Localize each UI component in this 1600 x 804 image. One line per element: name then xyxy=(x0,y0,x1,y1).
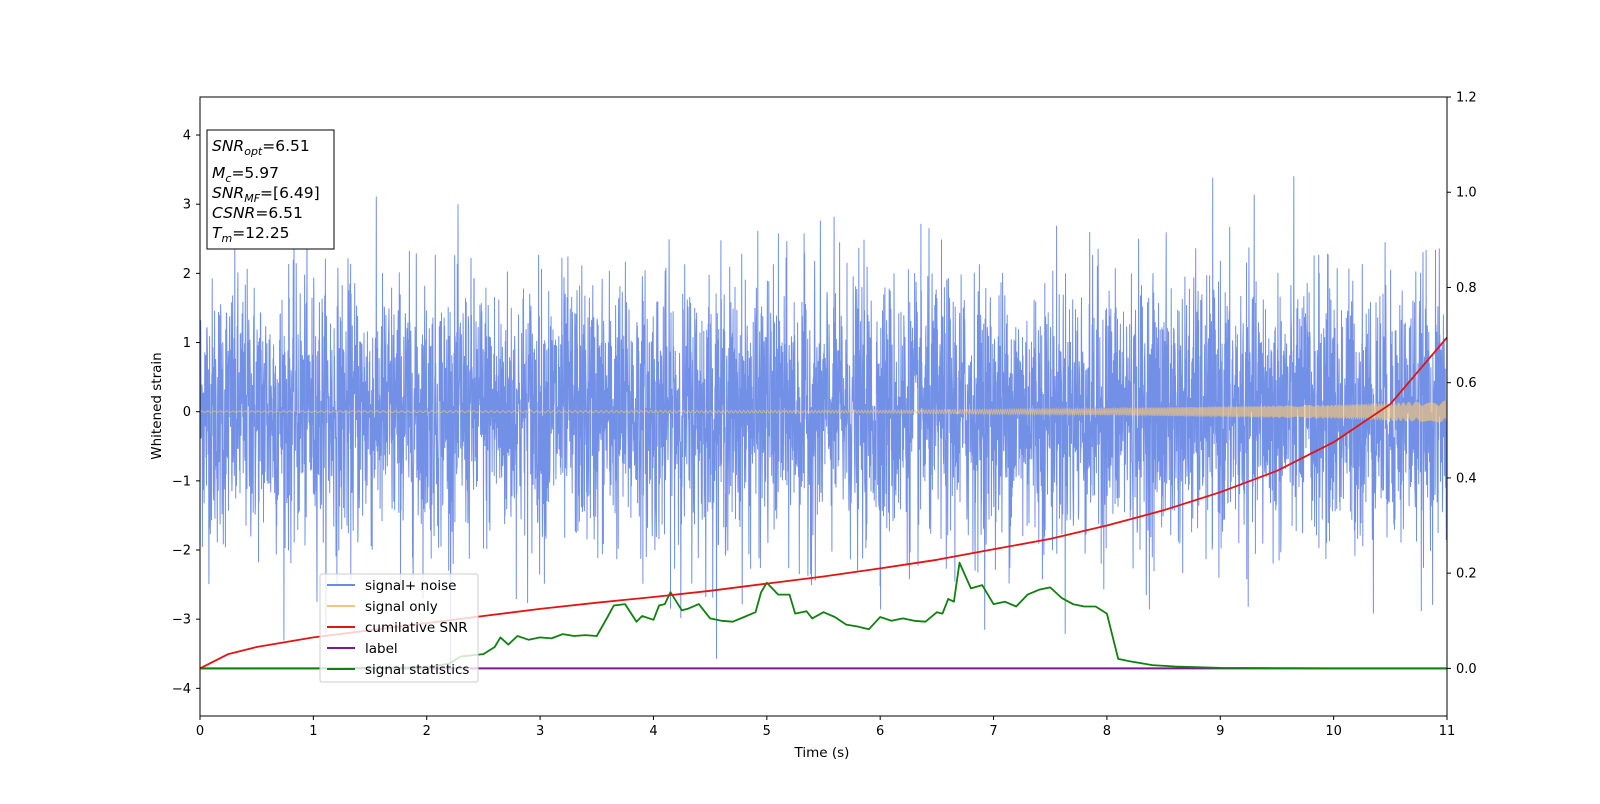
info-line-mc: Mc=5.97 xyxy=(212,164,279,185)
x-tick-label: 11 xyxy=(1439,724,1456,739)
y-left-tick-label: 4 xyxy=(183,129,191,144)
x-axis-label: Time (s) xyxy=(794,745,850,761)
y-left-tick-label: −2 xyxy=(172,544,191,559)
legend-frame xyxy=(319,573,479,683)
y-right-tick-label: 1.0 xyxy=(1456,186,1477,201)
legend-label-signal: signal only xyxy=(365,599,438,615)
info-snr-opt-symbol: SNR xyxy=(212,137,244,155)
y-left-tick-label: 0 xyxy=(183,405,191,420)
y-right-tick-label: 1.2 xyxy=(1456,91,1477,106)
x-tick-label: 9 xyxy=(1216,724,1224,739)
x-tick-label: 1 xyxy=(309,724,317,739)
x-tick-label: 3 xyxy=(536,724,544,739)
y-left-tick-label: 3 xyxy=(183,198,191,213)
info-snr-opt-sub: opt xyxy=(244,145,263,158)
info-tm-value: =12.25 xyxy=(232,224,289,242)
legend-label-label: label xyxy=(365,641,398,657)
info-snr-opt-value: =6.51 xyxy=(262,137,310,155)
y-left-tick-label: 2 xyxy=(183,267,191,282)
legend-label-snr: cumilative SNR xyxy=(365,620,468,636)
y-right-tick-label: 0.8 xyxy=(1456,281,1477,296)
y-left-tick-label: −3 xyxy=(172,613,191,628)
right-y-axis: 0.0 0.2 0.4 0.6 0.8 1.0 1.2 xyxy=(1447,91,1477,677)
y-right-tick-label: 0.2 xyxy=(1456,567,1477,582)
info-line-snr-mf: SNRMF=[6.49] xyxy=(212,184,320,205)
plot-frame xyxy=(199,96,1448,717)
x-tick-label: 8 xyxy=(1103,724,1111,739)
info-tm-sub: m xyxy=(221,232,232,245)
series-signal-only-line xyxy=(200,400,1447,423)
y-right-tick-label: 0.0 xyxy=(1456,662,1477,677)
info-line-snr-opt: SNRopt=6.51 xyxy=(212,137,310,158)
info-csnr-value: =6.51 xyxy=(255,204,303,222)
y-axis-label: Whitened strain xyxy=(149,352,165,459)
info-tm-symbol: T xyxy=(212,224,223,242)
y-right-tick-label: 0.6 xyxy=(1456,376,1477,391)
info-mc-symbol: M xyxy=(212,164,225,182)
info-line-csnr: CSNR=6.51 xyxy=(212,204,303,222)
x-tick-label: 6 xyxy=(876,724,884,739)
info-mc-value: =5.97 xyxy=(231,164,279,182)
y-left-tick-label: −1 xyxy=(172,474,191,489)
x-tick-label: 10 xyxy=(1325,724,1342,739)
x-tick-label: 0 xyxy=(196,724,204,739)
y-right-tick-label: 0.4 xyxy=(1456,471,1477,486)
left-y-axis: −4 −3 −2 −1 0 1 2 3 4 xyxy=(172,129,200,697)
x-tick-label: 4 xyxy=(649,724,657,739)
x-tick-label: 5 xyxy=(763,724,771,739)
info-box: SNRopt=6.51 Mc=5.97 SNRMF=[6.49] CSNR=6.… xyxy=(206,129,335,250)
info-mc-sub: c xyxy=(225,172,231,185)
y-left-tick-label: −4 xyxy=(172,682,191,697)
info-csnr-symbol: CSNR xyxy=(212,204,255,222)
info-snr-mf-value: =[6.49] xyxy=(260,184,320,202)
info-snr-mf-sub: MF xyxy=(244,192,260,205)
x-axis: 0 1 2 3 4 5 6 7 8 9 10 11 xyxy=(196,716,1455,739)
x-tick-label: 2 xyxy=(423,724,431,739)
series-signal-noise-line xyxy=(200,176,1447,676)
series-signal-statistics-line xyxy=(200,561,1447,670)
legend-label-noise: signal+ noise xyxy=(365,578,456,594)
legend-label-stats: signal statistics xyxy=(365,662,469,678)
legend: signal+ noise signal only cumilative SNR… xyxy=(319,573,479,683)
info-line-tm: Tm=12.25 xyxy=(212,224,290,245)
info-snr-mf-symbol: SNR xyxy=(212,184,244,202)
y-left-tick-label: 1 xyxy=(183,336,191,351)
x-tick-label: 7 xyxy=(989,724,997,739)
info-box-frame xyxy=(206,129,335,250)
